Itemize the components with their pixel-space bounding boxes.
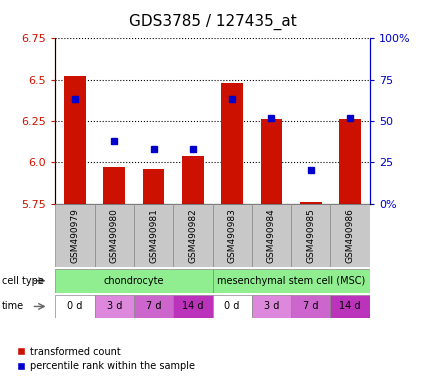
- Text: GSM490982: GSM490982: [188, 208, 197, 263]
- Text: GSM490983: GSM490983: [228, 208, 237, 263]
- Bar: [103, 167, 125, 204]
- Text: GSM490981: GSM490981: [149, 208, 158, 263]
- Bar: [55, 295, 94, 318]
- Legend: transformed count, percentile rank within the sample: transformed count, percentile rank withi…: [13, 343, 199, 375]
- Bar: [55, 269, 212, 293]
- Bar: [143, 169, 164, 204]
- Text: 0 d: 0 d: [67, 301, 82, 311]
- Bar: [291, 295, 331, 318]
- Bar: [212, 204, 252, 267]
- Text: 7 d: 7 d: [146, 301, 161, 311]
- Bar: [212, 295, 252, 318]
- Bar: [134, 204, 173, 267]
- Text: cell type: cell type: [2, 276, 44, 286]
- Text: GSM490986: GSM490986: [346, 208, 354, 263]
- Bar: [221, 83, 243, 204]
- Bar: [134, 295, 173, 318]
- Bar: [331, 204, 370, 267]
- Text: 3 d: 3 d: [107, 301, 122, 311]
- Bar: [182, 156, 204, 204]
- Bar: [252, 295, 291, 318]
- Bar: [261, 119, 282, 204]
- Text: 7 d: 7 d: [303, 301, 318, 311]
- Bar: [173, 204, 212, 267]
- Text: GDS3785 / 127435_at: GDS3785 / 127435_at: [129, 13, 296, 30]
- Text: 0 d: 0 d: [224, 301, 240, 311]
- Bar: [64, 76, 86, 204]
- Bar: [55, 204, 94, 267]
- Bar: [252, 204, 291, 267]
- Text: GSM490985: GSM490985: [306, 208, 315, 263]
- Text: GSM490979: GSM490979: [71, 208, 79, 263]
- Bar: [94, 204, 134, 267]
- Bar: [173, 295, 212, 318]
- Text: 3 d: 3 d: [264, 301, 279, 311]
- Bar: [300, 202, 322, 204]
- Text: mesenchymal stem cell (MSC): mesenchymal stem cell (MSC): [217, 276, 365, 286]
- Text: time: time: [2, 301, 24, 311]
- Text: GSM490980: GSM490980: [110, 208, 119, 263]
- Bar: [291, 204, 331, 267]
- Bar: [331, 295, 370, 318]
- Text: chondrocyte: chondrocyte: [104, 276, 164, 286]
- Bar: [212, 269, 370, 293]
- Text: 14 d: 14 d: [339, 301, 361, 311]
- Bar: [339, 119, 361, 204]
- Text: 14 d: 14 d: [182, 301, 204, 311]
- Bar: [94, 295, 134, 318]
- Text: GSM490984: GSM490984: [267, 208, 276, 263]
